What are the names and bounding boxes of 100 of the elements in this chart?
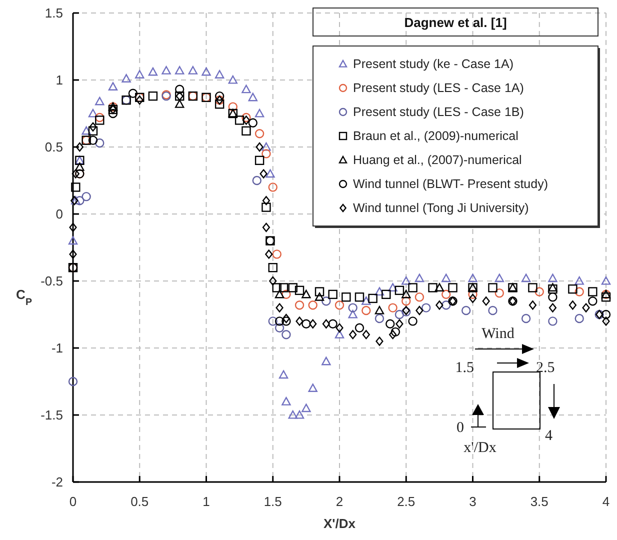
point: [262, 142, 271, 151]
point: [314, 292, 324, 301]
point: [408, 316, 418, 326]
point: [75, 162, 84, 171]
point: [422, 303, 431, 312]
point: [394, 286, 404, 295]
point: [228, 102, 238, 112]
point: [262, 202, 271, 212]
point: [148, 91, 158, 101]
point: [95, 96, 104, 106]
point: [376, 336, 384, 346]
point: [314, 287, 324, 296]
point: [294, 300, 304, 310]
point: [309, 319, 317, 328]
point: [262, 222, 270, 232]
point: [254, 108, 264, 118]
y-tick-label: 1.5: [44, 6, 63, 20]
legend-label: Braun et al., (2009)-numerical: [353, 129, 518, 143]
point: [269, 276, 277, 286]
point: [574, 287, 584, 296]
point: [82, 126, 91, 135]
point: [234, 116, 244, 125]
point: [268, 182, 278, 192]
point: [354, 292, 364, 302]
point: [414, 274, 424, 282]
point: [602, 316, 610, 326]
point: [88, 108, 98, 118]
point: [260, 169, 268, 178]
x-tick-label: 1.5: [264, 494, 282, 509]
point: [268, 263, 278, 272]
annotation: 2.5: [536, 360, 555, 376]
point: [601, 310, 611, 320]
legend-label: Present study (LES - Case 1A): [353, 81, 524, 95]
point: [82, 192, 91, 202]
point: [308, 300, 318, 310]
point: [276, 303, 284, 312]
point: [214, 100, 224, 109]
x-tick-label: 0: [69, 494, 77, 509]
annotation: 0: [456, 420, 464, 436]
point: [95, 138, 104, 148]
point: [72, 169, 80, 178]
point: [328, 319, 338, 328]
point: [468, 290, 478, 299]
y-tick-label: 0.5: [44, 140, 63, 154]
x-axis-title: X'/Dx: [324, 516, 356, 531]
y-tick-label: -1.5: [40, 408, 63, 422]
point: [265, 250, 273, 259]
point: [362, 330, 370, 340]
point: [582, 303, 590, 312]
point: [574, 314, 584, 324]
y-tick-label: -0.5: [40, 274, 63, 288]
point: [468, 294, 477, 304]
point: [601, 292, 611, 302]
point: [482, 296, 490, 306]
point: [354, 323, 364, 332]
point: [254, 129, 264, 138]
point: [601, 276, 611, 285]
point: [494, 274, 504, 282]
point: [274, 323, 284, 332]
annotation: 4: [545, 428, 553, 444]
point: [89, 122, 97, 132]
point: [242, 84, 251, 94]
point: [274, 316, 284, 326]
point: [242, 112, 251, 122]
point: [95, 116, 104, 125]
y-axis-title: C$_{P}$: [16, 287, 32, 308]
point: [69, 222, 77, 232]
point: [386, 319, 395, 328]
point: [68, 236, 78, 245]
point: [588, 287, 598, 296]
point: [282, 314, 290, 324]
point: [442, 290, 451, 299]
point: [70, 196, 78, 206]
point: [348, 310, 358, 318]
point: [521, 274, 531, 282]
point: [448, 283, 458, 292]
point: [135, 70, 144, 78]
point: [349, 330, 357, 340]
point: [262, 196, 270, 206]
annotation: x'/Dx: [464, 440, 497, 456]
point: [288, 283, 298, 292]
point: [322, 296, 331, 306]
point: [394, 310, 404, 320]
point: [175, 66, 184, 74]
point: [568, 284, 578, 294]
point: [272, 283, 282, 292]
point: [175, 84, 184, 94]
point: [402, 296, 411, 306]
point: [548, 316, 558, 326]
point: [68, 376, 78, 386]
y-tick-label: -1: [51, 340, 63, 356]
point: [488, 306, 498, 316]
annotation: Wind: [482, 326, 515, 342]
legend-label: Wind tunnel (Tong Ji University): [353, 201, 529, 215]
point: [148, 67, 158, 76]
x-tick-label: 1: [202, 494, 210, 509]
point: [108, 82, 118, 90]
annotation: 1.5: [455, 360, 474, 376]
point: [228, 75, 238, 84]
point: [548, 284, 558, 294]
